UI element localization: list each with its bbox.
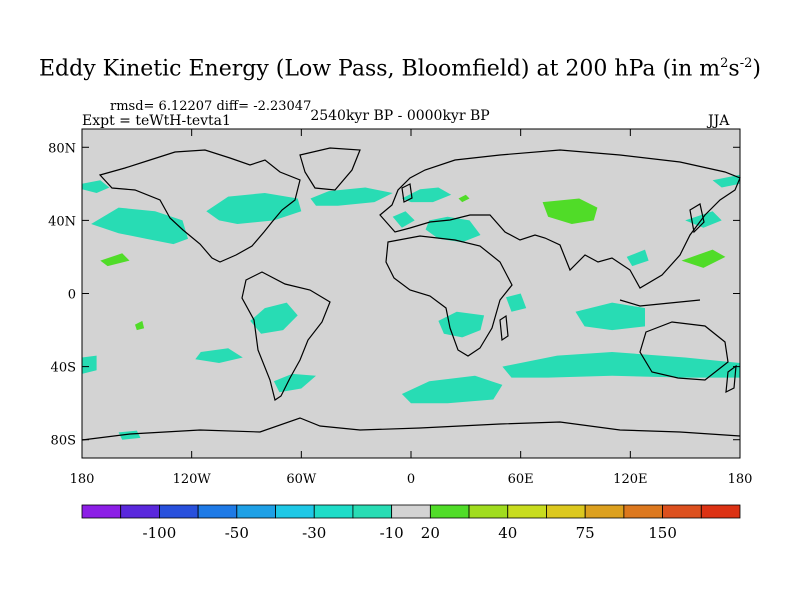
- colorbar-swatch: [275, 504, 315, 519]
- colorbar-swatch: [623, 504, 663, 519]
- region-cyan-southeast-asia: [575, 302, 645, 331]
- coastlines: [81, 147, 741, 441]
- region-cyan-southern-ocean-band: [502, 352, 740, 378]
- region-cyan-europe-baltic: [401, 187, 452, 203]
- region-cyan-mediterranean: [425, 216, 481, 243]
- lon-tick-label: 60W: [286, 472, 317, 487]
- colorbar-label: -10: [380, 524, 404, 542]
- colorbar-swatch: [468, 504, 509, 519]
- colorbar-label: 150: [648, 524, 677, 542]
- experiment-label: Expt = teWtH-tevta1: [82, 113, 231, 129]
- colorbar-swatch: [159, 504, 199, 519]
- region-cyan-south-america-tropics: [250, 302, 298, 334]
- region-cyan-indian-ocean-tropics: [506, 293, 527, 312]
- coast-indonesia: [619, 299, 701, 307]
- lat-tick-label: 0: [68, 288, 76, 303]
- region-green-south-pacific-speck: [135, 320, 145, 331]
- region-cyan-north-atlantic: [310, 187, 393, 206]
- lon-tick-label: 120E: [613, 472, 647, 487]
- coast-north-america: [98, 149, 301, 263]
- coast-antarctica: [81, 417, 741, 441]
- coast-british-isles: [401, 183, 413, 203]
- stats-line: rmsd= 6.12207 diff= -2.23047: [110, 99, 312, 114]
- region-cyan-indochina: [626, 249, 649, 267]
- colorbar-label: -50: [225, 524, 249, 542]
- lon-tick-label: 120W: [173, 472, 212, 487]
- colorbar-swatch: [236, 504, 276, 519]
- region-cyan-pacific-na-west: [91, 207, 188, 245]
- colorbar-label: -30: [302, 524, 326, 542]
- colorbar-swatch: [507, 504, 547, 519]
- colorbar-label: 75: [576, 524, 595, 542]
- region-cyan-north-pacific: [82, 180, 110, 193]
- region-green-east-pacific: [100, 253, 130, 267]
- region-cyan-sw-atlantic-wedge: [392, 211, 415, 228]
- colorbar-label: 20: [421, 524, 440, 542]
- season-label: JJA: [708, 113, 730, 129]
- coast-madagascar: [499, 314, 509, 342]
- coast-south-america: [241, 271, 331, 401]
- lat-tick-label: 80S: [51, 434, 76, 449]
- axis-ticks: 80N 40N 0 40S 80S 180 120W 60W 0 60E 120E 180: [48, 129, 752, 487]
- coast-africa: [385, 235, 513, 357]
- coast-new-zealand: [725, 364, 737, 394]
- colorbar-swatch: [546, 504, 586, 519]
- lat-tick-label: 40S: [51, 361, 76, 376]
- region-green-baltic-north: [458, 194, 470, 203]
- colorbar-label: 40: [498, 524, 517, 542]
- colorbar-swatch: [391, 504, 431, 519]
- region-green-central-asia: [542, 198, 598, 224]
- colorbar-swatch: [662, 504, 702, 519]
- coast-japan: [689, 203, 705, 234]
- lon-tick-label: 180: [728, 472, 753, 487]
- region-cyan-south-atlantic: [401, 375, 503, 404]
- lat-tick-label: 80N: [48, 141, 76, 156]
- colorbar-swatch: [584, 504, 625, 519]
- region-cyan-bering-east: [712, 174, 740, 188]
- colorbar-swatch: [120, 504, 160, 519]
- colorbar-swatch: [352, 504, 393, 519]
- region-green-east-asia: [681, 249, 726, 268]
- map-background: [82, 129, 740, 458]
- lat-tick-label: 40N: [48, 214, 76, 229]
- region-cyan-southern-chile: [273, 373, 316, 393]
- lon-tick-label: 180: [70, 472, 95, 487]
- colorbar-swatch: [429, 504, 470, 519]
- lon-tick-label: 0: [407, 472, 415, 487]
- colorbar-swatch: [197, 504, 238, 519]
- region-cyan-south-pacific-east: [82, 355, 97, 374]
- region-cyan-southeast-pacific: [195, 348, 243, 363]
- colorbar-swatch: [81, 504, 122, 519]
- colorbar: -100 -50 -30 -10 20 40 75 150: [81, 504, 741, 542]
- region-cyan-antarctic-pacific: [118, 430, 141, 440]
- lon-tick-label: 60E: [508, 472, 534, 487]
- colorbar-label: -100: [143, 524, 177, 542]
- coast-greenland: [299, 147, 361, 191]
- coast-eurasia: [379, 149, 741, 289]
- coast-australia: [639, 321, 729, 381]
- chart-title: Eddy Kinetic Energy (Low Pass, Bloomfiel…: [39, 56, 761, 82]
- colorbar-swatch: [700, 504, 741, 519]
- region-cyan-southern-africa: [438, 311, 485, 338]
- colorbar-swatch: [313, 504, 354, 519]
- period-label: 2540kyr BP - 0000kyr BP: [310, 108, 490, 124]
